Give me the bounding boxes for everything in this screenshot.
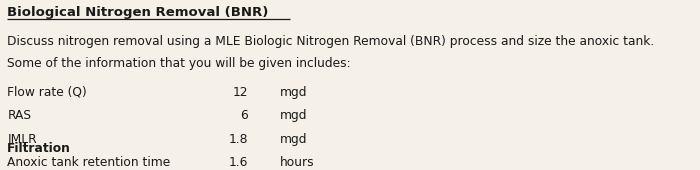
- Text: mgd: mgd: [280, 86, 308, 99]
- Text: Flow rate (Q): Flow rate (Q): [7, 86, 87, 99]
- Text: Discuss nitrogen removal using a MLE Biologic Nitrogen Removal (BNR) process and: Discuss nitrogen removal using a MLE Bio…: [7, 35, 654, 48]
- Text: 12: 12: [232, 86, 248, 99]
- Text: Some of the information that you will be given includes:: Some of the information that you will be…: [7, 57, 351, 70]
- Text: Anoxic tank retention time: Anoxic tank retention time: [7, 156, 171, 169]
- Text: 1.8: 1.8: [228, 133, 248, 146]
- Text: IMLR: IMLR: [7, 133, 37, 146]
- Text: mgd: mgd: [280, 109, 308, 122]
- Text: mgd: mgd: [280, 133, 308, 146]
- Text: 6: 6: [240, 109, 248, 122]
- Text: Filtration: Filtration: [7, 142, 71, 155]
- Text: RAS: RAS: [7, 109, 31, 122]
- Text: Biological Nitrogen Removal (BNR): Biological Nitrogen Removal (BNR): [7, 6, 269, 19]
- Text: 1.6: 1.6: [229, 156, 248, 169]
- Text: hours: hours: [280, 156, 315, 169]
